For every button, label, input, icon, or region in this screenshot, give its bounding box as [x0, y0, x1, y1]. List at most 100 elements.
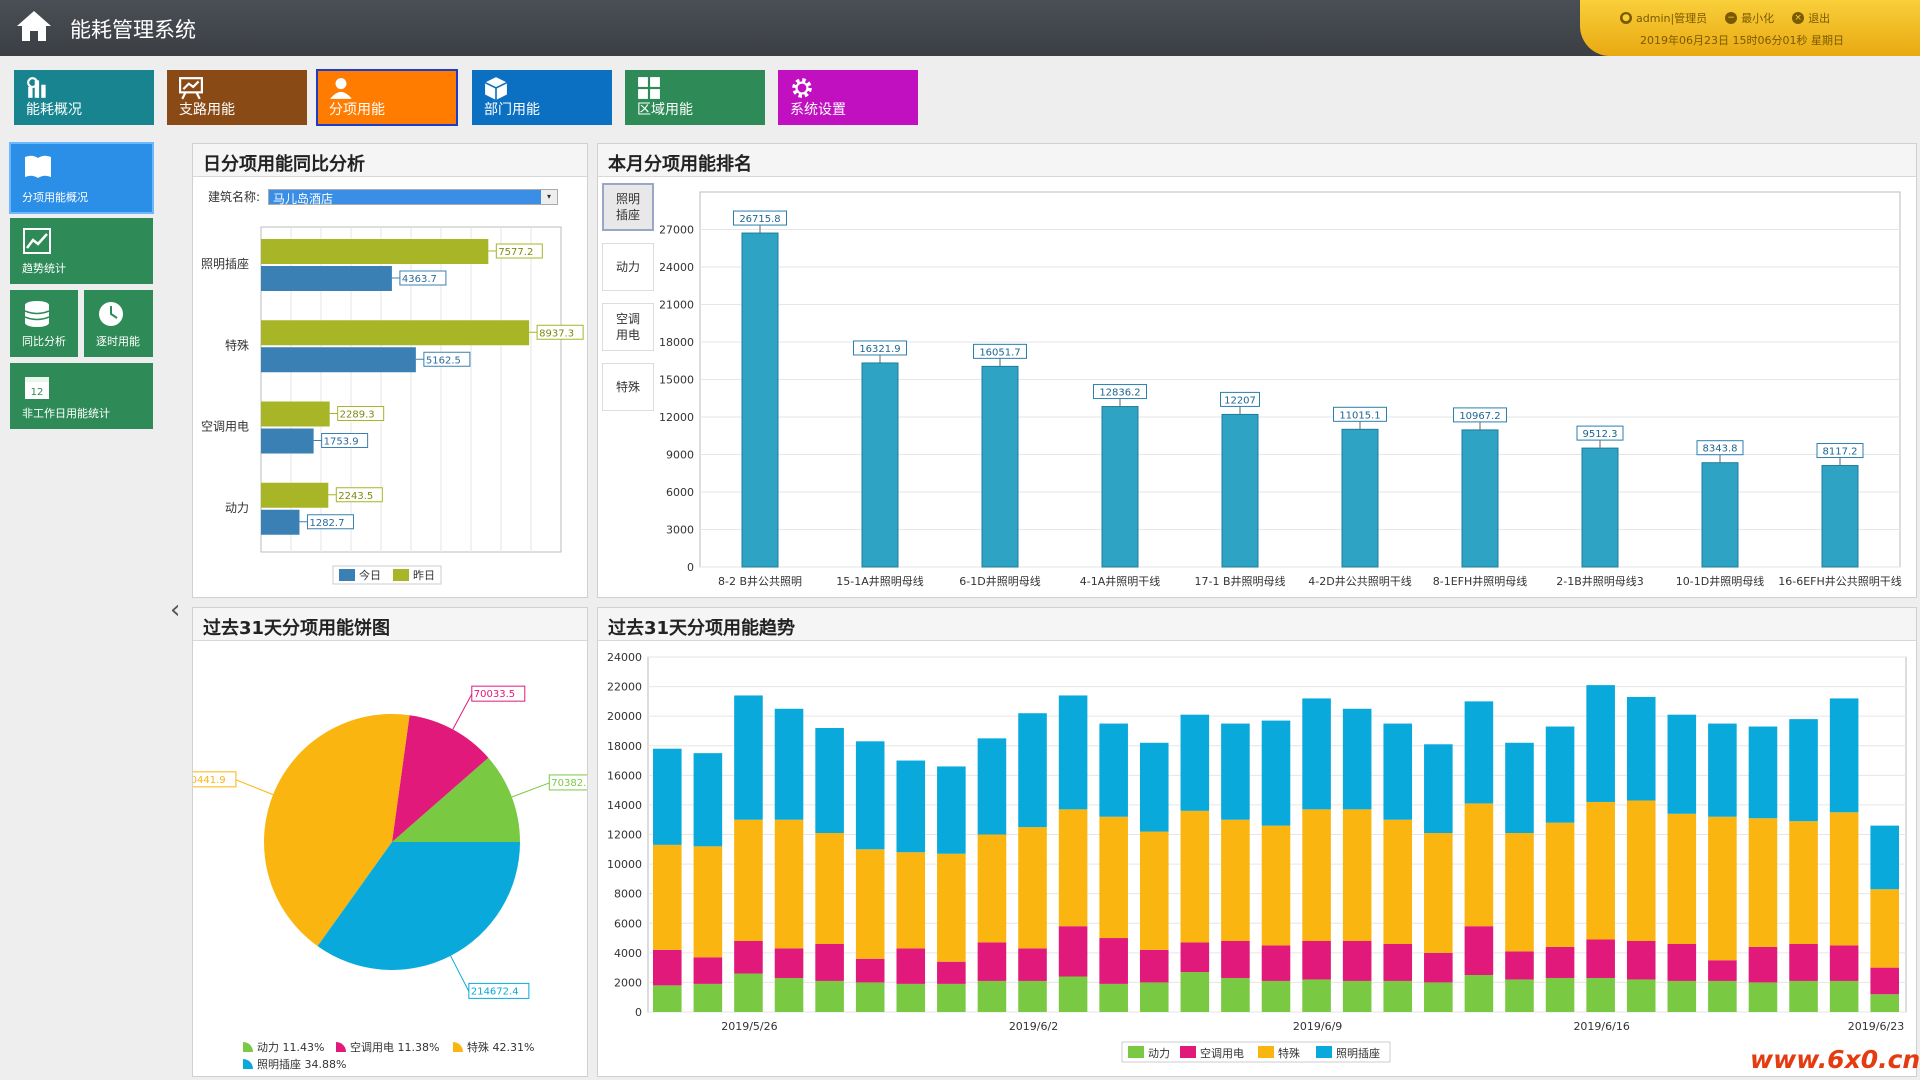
title-bar: 能耗管理系统 ● admin|管理员 − 最小化 × 退出 2019年06月23日 1…	[0, 0, 1920, 56]
bar-segment	[1545, 822, 1575, 947]
bar-segment	[1424, 833, 1453, 953]
logout-label: 退出	[1808, 12, 1831, 25]
bar-segment	[653, 949, 682, 986]
bar-segment	[1221, 977, 1250, 1012]
bar-segment	[937, 766, 966, 854]
value-label-box	[1576, 425, 1624, 441]
rank-tab[interactable]: 特殊	[602, 363, 654, 411]
side-tile-4[interactable]: 12 非工作日用能统计	[10, 363, 153, 429]
x-tick-label: 10-1D井照明母线	[1676, 574, 1764, 588]
collapse-arrow-icon[interactable]: ‹	[170, 595, 181, 625]
value-label-box	[337, 406, 385, 421]
x-tick-label: 8-1EFH井照明母线	[1433, 574, 1528, 588]
side-tile-0[interactable]: 分项用能概况	[9, 142, 154, 214]
bar-segment	[1708, 980, 1737, 1012]
rank-tab[interactable]: 动力	[602, 243, 654, 291]
value-label: 9512.3	[1583, 429, 1618, 440]
side-tile-2[interactable]: 同比分析	[10, 290, 78, 357]
bar-segment	[1829, 698, 1859, 813]
bar-segment	[1261, 720, 1291, 826]
bar-segment	[1626, 696, 1656, 801]
bar-segment	[1221, 941, 1250, 978]
bar-segment	[1829, 980, 1859, 1012]
grid-icon	[638, 77, 660, 99]
legend-swatch	[336, 1042, 346, 1052]
bar-segment	[1708, 960, 1737, 981]
rank-tab[interactable]: 空调用电	[602, 303, 654, 351]
calendar-day: 12	[31, 387, 44, 398]
x-tick-label: 2019/6/2	[1009, 1020, 1058, 1033]
bar-segment	[896, 852, 926, 949]
bar-segment	[977, 942, 1007, 981]
home-icon[interactable]	[14, 8, 54, 44]
minus-icon: −	[1725, 12, 1738, 24]
x-tick-label: 2-1B井照明母线3	[1556, 574, 1644, 588]
nav-tile-5[interactable]: 系统设置	[778, 70, 918, 125]
bar-segment	[1302, 979, 1331, 1012]
bar-segment	[855, 982, 885, 1012]
side-tile-label: 趋势统计	[22, 262, 66, 275]
trend-stacked-chart: 0 2000 4000 6000 8000 10000 12000 14000 16000 180…	[607, 651, 1907, 1063]
legend-swatch	[243, 1042, 253, 1052]
bar-segment	[1302, 809, 1331, 941]
side-tile-3[interactable]: 逐时用能	[84, 290, 153, 357]
x-tick-label: 4-1A井照明干线	[1080, 574, 1161, 588]
user-info: ● admin|管理员	[1620, 10, 1707, 26]
close-icon: ×	[1792, 12, 1805, 24]
nav-tile-1[interactable]: 支路用能	[167, 70, 307, 125]
y-tick-label: 2000	[614, 976, 642, 989]
value-label: 70033.5	[474, 689, 515, 700]
bar-segment	[1383, 819, 1413, 944]
app-title: 能耗管理系统	[70, 18, 196, 42]
bar-segment	[1302, 941, 1331, 980]
bar-segment	[1626, 941, 1656, 980]
bar-segment	[1180, 810, 1210, 943]
bar	[1461, 429, 1499, 568]
logout-button[interactable]: × 退出	[1792, 10, 1830, 26]
building-select[interactable]: 马儿岛酒店 ▾	[268, 188, 559, 206]
value-label: 8937.3	[539, 328, 574, 339]
value-label-box	[335, 487, 383, 503]
legend-swatch	[339, 569, 355, 581]
side-tile-label: 逐时用能	[96, 335, 140, 348]
value-label: 1282.7	[309, 518, 344, 529]
bar-segment	[1342, 941, 1372, 981]
value-label-box	[423, 351, 471, 367]
value-label-box	[1696, 440, 1744, 456]
nav-tile-label: 支路用能	[179, 102, 235, 118]
value-label: 5162.5	[426, 355, 461, 366]
minimize-button[interactable]: − 最小化	[1725, 10, 1774, 26]
y-tick-label: 20000	[607, 710, 642, 723]
legend-label: 照明插座	[1336, 1046, 1380, 1060]
bar-segment	[1505, 742, 1534, 834]
rank-tab[interactable]: 照明插座	[602, 183, 654, 231]
bar-segment	[1870, 994, 1899, 1012]
value-label: 7577.2	[498, 247, 533, 258]
bar-segment	[1424, 744, 1453, 834]
nav-tile-3[interactable]: 部门用能	[472, 70, 612, 125]
bar-segment	[693, 846, 723, 958]
legend-swatch	[1258, 1046, 1274, 1058]
legend-label: 特殊 42.31%	[467, 1040, 534, 1054]
side-tile-1[interactable]: 趋势统计	[10, 218, 153, 284]
bar	[261, 428, 314, 454]
y-tick-label: 12000	[660, 411, 694, 424]
bar-segment	[1139, 742, 1169, 832]
nav-tile-0[interactable]: 能耗概况	[14, 70, 154, 125]
bar-segment	[1018, 713, 1047, 828]
y-tick-label: 6000	[666, 486, 694, 499]
side-tile-label: 分项用能概况	[22, 191, 88, 204]
bar-segment	[1221, 819, 1250, 941]
bar-segment	[1505, 979, 1534, 1012]
bar-segment	[1545, 726, 1575, 823]
bar	[1701, 462, 1739, 568]
value-label-box	[1453, 407, 1507, 423]
nav-tile-label: 部门用能	[484, 102, 540, 118]
y-tick-label: 6000	[614, 917, 642, 930]
board-icon	[179, 77, 203, 100]
chart-icon	[27, 77, 46, 98]
bar-segment	[1099, 816, 1128, 939]
nav-tile-label: 系统设置	[790, 102, 846, 118]
nav-tile-2[interactable]: 分项用能	[316, 69, 458, 126]
nav-tile-4[interactable]: 区域用能	[625, 70, 765, 125]
